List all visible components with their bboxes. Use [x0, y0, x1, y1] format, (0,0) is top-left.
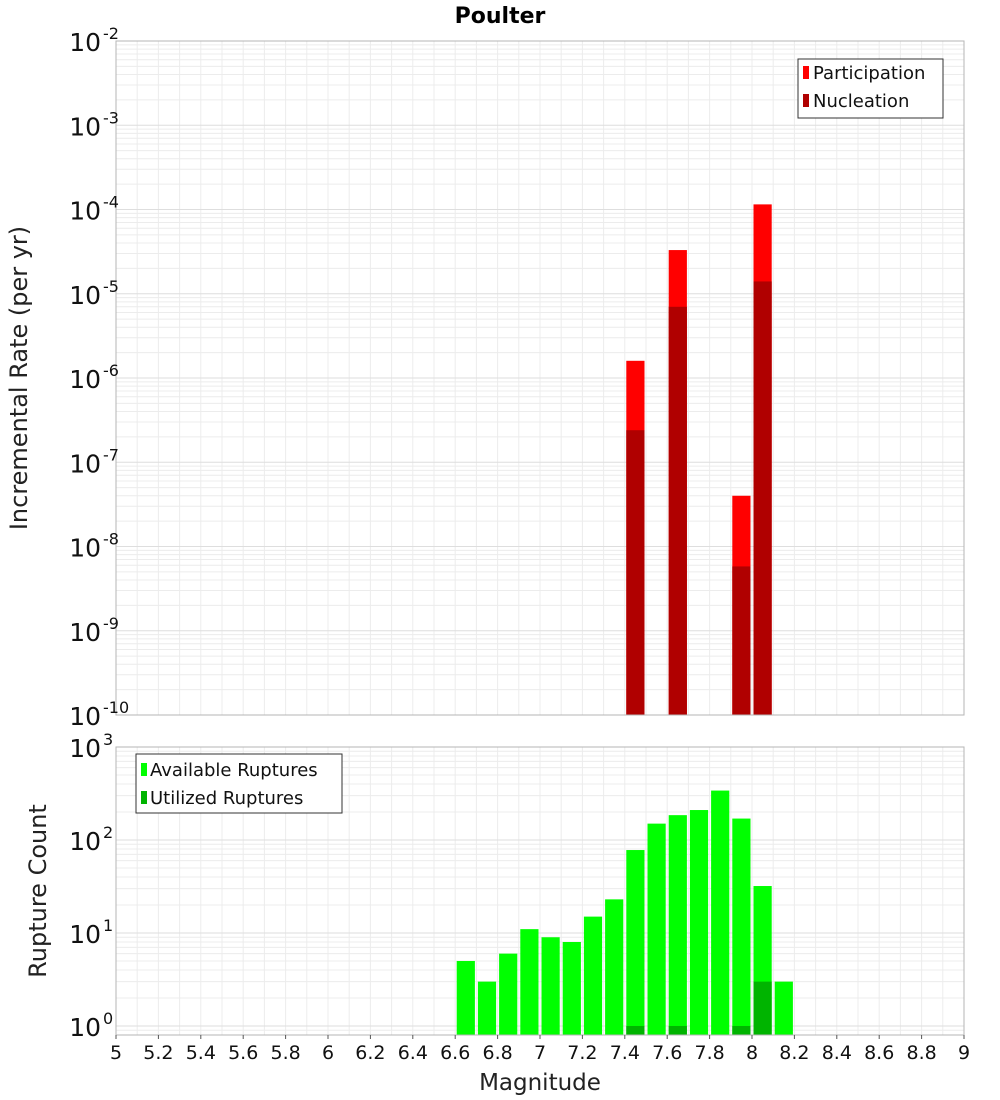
bottom-y-tick-exponent: 1: [103, 916, 113, 935]
top-panel: 10-210-310-410-510-610-710-810-910-10 In…: [5, 24, 965, 731]
bottom-bar-available-ruptures: [647, 823, 666, 1035]
bottom-bar-available-ruptures: [732, 818, 751, 1035]
x-tick-label: 7.6: [652, 1042, 682, 1064]
bottom-legend-box: [135, 753, 343, 814]
top-y-tick-exponent: -3: [103, 108, 119, 127]
bottom-y-tick-label: 10: [69, 734, 101, 763]
top-bar-nucleation: [732, 566, 751, 715]
top-bar-nucleation: [668, 306, 687, 715]
bottom-y-tick-exponent: 2: [103, 823, 113, 842]
x-tick-label: 7.8: [694, 1042, 724, 1064]
x-ticks: 5 5.2 5.4 5.6 5.8 6 6.2 6.4 6.6 6.8 7 7.2 7.4 7.6 7.8 8…: [110, 1035, 970, 1064]
bottom-y-axis-label: Rupture Count: [24, 804, 52, 978]
legend-swatch-available: [141, 763, 147, 776]
bottom-bar-available-ruptures: [689, 810, 709, 1035]
x-tick-label: 6.2: [355, 1042, 385, 1064]
top-y-tick-exponent: -2: [103, 24, 119, 43]
top-y-tick-label: 10: [69, 702, 101, 731]
top-y-tick-label: 10: [69, 28, 101, 57]
bottom-y-tick-label: 10: [69, 920, 101, 949]
bottom-bar-utilized-ruptures: [626, 1025, 645, 1035]
top-y-tick-label: 10: [69, 365, 101, 394]
x-tick-label: 5.6: [228, 1042, 258, 1064]
bottom-legend: Available Ruptures Utilized Ruptures: [135, 753, 343, 814]
top-y-tick-exponent: -4: [103, 193, 119, 212]
x-tick-label: 7.4: [610, 1042, 640, 1064]
x-tick-label: 5.2: [143, 1042, 173, 1064]
top-y-axis-label: Incremental Rate (per yr): [5, 226, 33, 530]
x-tick-label: 6: [322, 1042, 334, 1064]
legend-label-utilized: Utilized Ruptures: [150, 788, 303, 809]
legend-label-participation: Participation: [813, 63, 925, 84]
top-legend: Participation Nucleation: [797, 58, 944, 119]
x-tick-label: 8.2: [779, 1042, 809, 1064]
bottom-bar-available-ruptures: [605, 899, 624, 1035]
bottom-y-tick-label: 10: [69, 1013, 101, 1042]
x-tick-label: 8: [746, 1042, 758, 1064]
top-y-tick-label: 10: [69, 618, 101, 647]
top-bars: [626, 204, 772, 716]
top-bar-nucleation: [626, 430, 645, 715]
top-y-tick-label: 10: [69, 112, 101, 141]
x-tick-label: 6.6: [440, 1042, 470, 1064]
x-tick-label: 5.8: [270, 1042, 300, 1064]
x-tick-label: 8.8: [906, 1042, 936, 1064]
x-tick-label: 8.6: [864, 1042, 894, 1064]
chart-title: Poulter: [455, 4, 546, 29]
bottom-bar-utilized-ruptures: [668, 1025, 687, 1035]
bottom-bar-available-ruptures: [499, 953, 518, 1035]
top-y-tick-exponent: -5: [103, 277, 119, 296]
x-tick-label: 7.2: [567, 1042, 597, 1064]
bottom-bar-available-ruptures: [477, 981, 497, 1035]
bottom-bar-available-ruptures: [541, 937, 560, 1035]
bottom-bar-available-ruptures: [668, 815, 687, 1035]
bottom-bar-available-ruptures: [520, 929, 539, 1035]
top-y-tick-exponent: -9: [103, 614, 119, 633]
bottom-y-tick-exponent: 3: [103, 730, 113, 749]
bottom-bar-available-ruptures: [456, 960, 475, 1035]
bottom-bar-available-ruptures: [711, 790, 730, 1035]
top-y-ticks: 10-210-310-410-510-610-710-810-910-10: [69, 24, 129, 731]
top-y-tick-label: 10: [69, 281, 101, 310]
top-y-tick-label: 10: [69, 197, 101, 226]
top-y-tick-label: 10: [69, 534, 101, 563]
legend-swatch-nucleation: [803, 94, 809, 107]
top-grid: [115, 41, 965, 716]
x-tick-label: 5.4: [186, 1042, 216, 1064]
top-bar-nucleation: [753, 281, 772, 715]
bottom-bar-available-ruptures: [562, 942, 581, 1035]
bottom-bars: [456, 790, 793, 1035]
top-legend-box: [797, 58, 944, 119]
x-axis-label: Magnitude: [479, 1070, 601, 1096]
x-tick-label: 6.4: [398, 1042, 428, 1064]
legend-label-nucleation: Nucleation: [813, 91, 909, 112]
top-plot-border: [115, 40, 965, 716]
legend-label-available: Available Ruptures: [150, 760, 318, 781]
bottom-bar-utilized-ruptures: [732, 1025, 751, 1035]
bottom-bar-available-ruptures: [583, 916, 603, 1035]
x-tick-label: 8.4: [822, 1042, 852, 1064]
bottom-bar-available-ruptures: [626, 850, 645, 1035]
legend-swatch-participation: [803, 66, 809, 79]
x-tick-label: 6.8: [482, 1042, 512, 1064]
bottom-y-tick-label: 10: [69, 827, 101, 856]
top-y-tick-exponent: -6: [103, 361, 119, 380]
bottom-y-tick-exponent: 0: [103, 1009, 113, 1028]
bottom-bar-available-ruptures: [774, 981, 793, 1035]
top-y-tick-exponent: -10: [103, 698, 129, 717]
legend-swatch-utilized: [141, 791, 147, 804]
bottom-bar-utilized-ruptures: [753, 981, 772, 1035]
top-y-tick-exponent: -8: [103, 530, 119, 549]
top-y-tick-exponent: -7: [103, 445, 119, 464]
x-tick-label: 9: [958, 1042, 970, 1064]
top-y-tick-label: 10: [69, 449, 101, 478]
x-tick-label: 7: [534, 1042, 546, 1064]
x-tick-label: 5: [110, 1042, 122, 1064]
